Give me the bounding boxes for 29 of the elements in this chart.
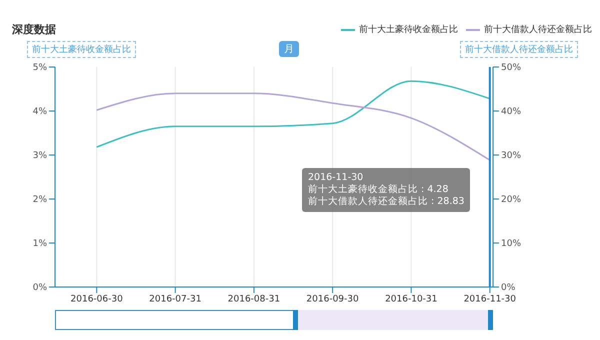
y-tick-label: 3% <box>32 151 48 162</box>
x-tick-label: 2016-11-30 <box>464 294 516 304</box>
y-tick-label: 0% <box>32 283 48 294</box>
legend-label: 前十大借款人待还金额占比 <box>483 24 592 36</box>
x-tick-label: 2016-10-31 <box>385 294 438 304</box>
x-tick-label: 2016-09-30 <box>306 294 360 304</box>
x-tick-label: 2016-06-30 <box>70 294 124 304</box>
y-tick-label: 2% <box>32 195 48 206</box>
y-tick-label: 4% <box>32 107 48 118</box>
y-axis-title: 前十大土豪待收金额占比 <box>27 41 136 58</box>
y-tick-label: 5% <box>32 63 48 74</box>
y2-tick-label: 20% <box>501 195 522 206</box>
y2-tick-label: 0% <box>501 283 516 294</box>
text: 月 <box>279 41 299 57</box>
legend-label: 前十大土豪待收金额占比 <box>358 24 458 36</box>
annotation: 前十大土豪待收金额占比 : 4.28 <box>308 184 450 196</box>
y2-tick-label: 40% <box>501 107 522 118</box>
line-series <box>96 92 491 161</box>
y-tick-label: 1% <box>32 239 48 250</box>
y2-tick-label: 10% <box>501 239 522 250</box>
y2-tick-label: 30% <box>501 151 522 162</box>
x-tick-label: 2016-08-31 <box>228 294 280 304</box>
line-series <box>96 80 491 148</box>
annotation: 前十大借款人待还金额占比 : 28.83 <box>308 196 464 208</box>
x-tick-label: 2016-07-31 <box>149 294 202 304</box>
y2-tick-label: 50% <box>501 63 522 74</box>
chart-title: 深度数据 <box>12 22 56 37</box>
y2-axis-title: 前十大借款人待还金额占比 <box>460 41 578 58</box>
annotation: 2016-11-30 <box>308 172 364 184</box>
